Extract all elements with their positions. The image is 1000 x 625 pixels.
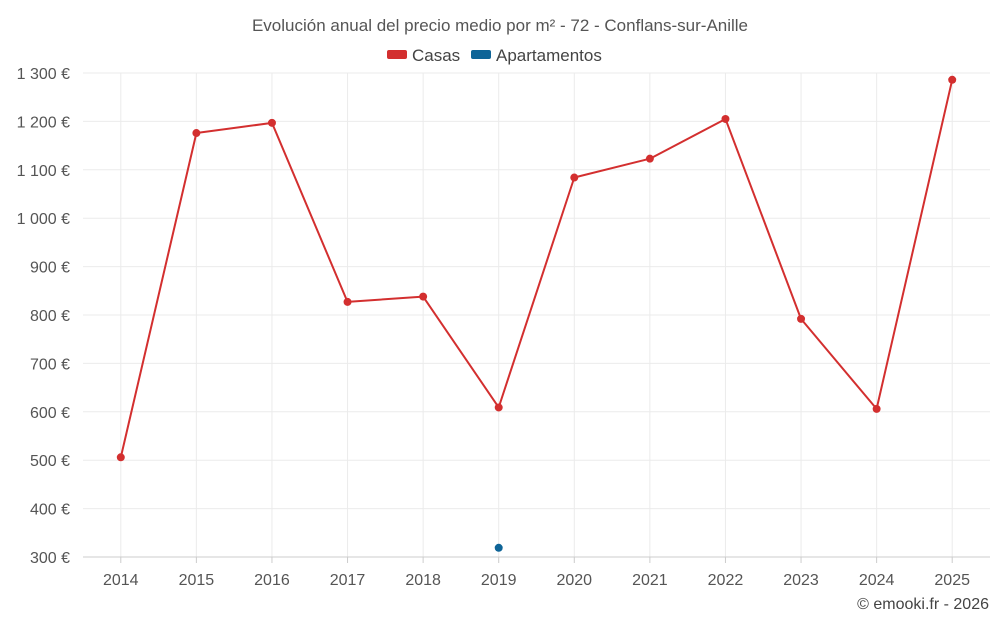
legend-item-casas[interactable]: Casas (387, 46, 460, 65)
legend-swatch-casas (387, 50, 407, 59)
data-point-casas[interactable] (570, 173, 579, 182)
x-tick-label: 2020 (556, 572, 592, 589)
chart-title: Evolución anual del precio medio por m² … (252, 16, 748, 35)
x-tick-label: 2015 (179, 572, 215, 589)
x-tick-label: 2024 (859, 572, 895, 589)
x-axis: 2014 2015 2016 2017 2018 2019 2020 2021 2022 2023… (83, 556, 990, 589)
legend-label-apartamentos: Apartamentos (496, 46, 602, 65)
data-point-casas[interactable] (419, 292, 428, 301)
credit-text: © emooki.fr - 2026 (857, 596, 989, 613)
x-tick-label: 2017 (330, 572, 366, 589)
y-tick-label: 800 € (30, 308, 70, 325)
x-tick-label: 2014 (103, 572, 139, 589)
grid (83, 72, 990, 557)
y-tick-label: 500 € (30, 453, 70, 470)
data-point-casas[interactable] (872, 404, 881, 413)
x-tick-label: 2022 (708, 572, 744, 589)
y-axis: 300 € 400 € 500 € 600 € 700 € 800 € 900 € 1 000… (17, 66, 70, 567)
y-tick-label: 400 € (30, 502, 70, 519)
x-tick-label: 2016 (254, 572, 290, 589)
y-tick-label: 300 € (30, 550, 70, 567)
data-point-casas[interactable] (721, 114, 730, 123)
y-tick-label: 1 200 € (17, 114, 70, 131)
series-casas (116, 75, 957, 462)
data-point-casas[interactable] (645, 154, 654, 163)
x-tick-label: 2019 (481, 572, 517, 589)
series (116, 75, 957, 552)
series-line-casas (119, 79, 954, 458)
y-tick-label: 900 € (30, 260, 70, 277)
x-tick-label: 2021 (632, 572, 668, 589)
data-point-casas[interactable] (948, 75, 957, 84)
legend-swatch-apartamentos (471, 50, 491, 59)
y-tick-label: 1 100 € (17, 163, 70, 180)
y-tick-label: 700 € (30, 356, 70, 373)
x-tick-label: 2023 (783, 572, 819, 589)
data-point-casas[interactable] (343, 297, 352, 306)
data-point-casas[interactable] (797, 314, 806, 323)
series-apartamentos (494, 543, 503, 552)
data-point-casas[interactable] (116, 453, 125, 462)
legend-label-casas: Casas (412, 46, 460, 65)
data-point-apartamentos[interactable] (494, 543, 503, 552)
y-tick-label: 600 € (30, 405, 70, 422)
data-point-casas[interactable] (192, 129, 201, 138)
x-tick-label: 2018 (405, 572, 441, 589)
y-tick-label: 1 000 € (17, 211, 70, 228)
legend: Casas Apartamentos (387, 46, 602, 65)
data-point-casas[interactable] (494, 403, 503, 412)
legend-item-apartamentos[interactable]: Apartamentos (471, 46, 602, 65)
data-point-casas[interactable] (267, 118, 276, 127)
x-tick-label: 2025 (934, 572, 970, 589)
y-tick-label: 1 300 € (17, 66, 70, 83)
